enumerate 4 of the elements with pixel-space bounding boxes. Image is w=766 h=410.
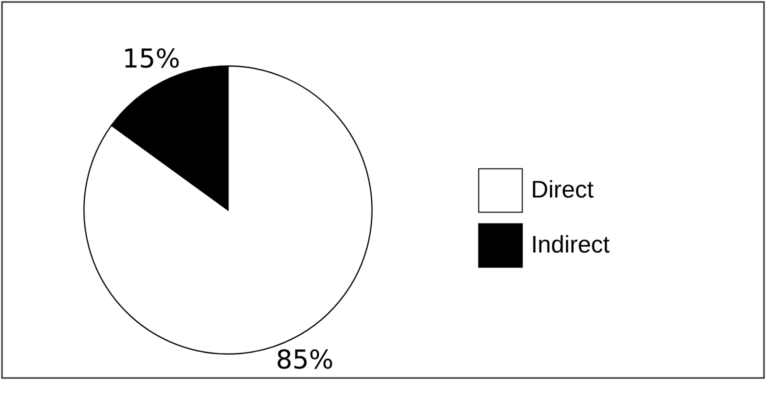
data-label: 15% (122, 44, 180, 74)
legend-label: Indirect (531, 232, 610, 258)
legend-label: Direct (531, 176, 594, 204)
data-label: 85% (276, 346, 334, 376)
